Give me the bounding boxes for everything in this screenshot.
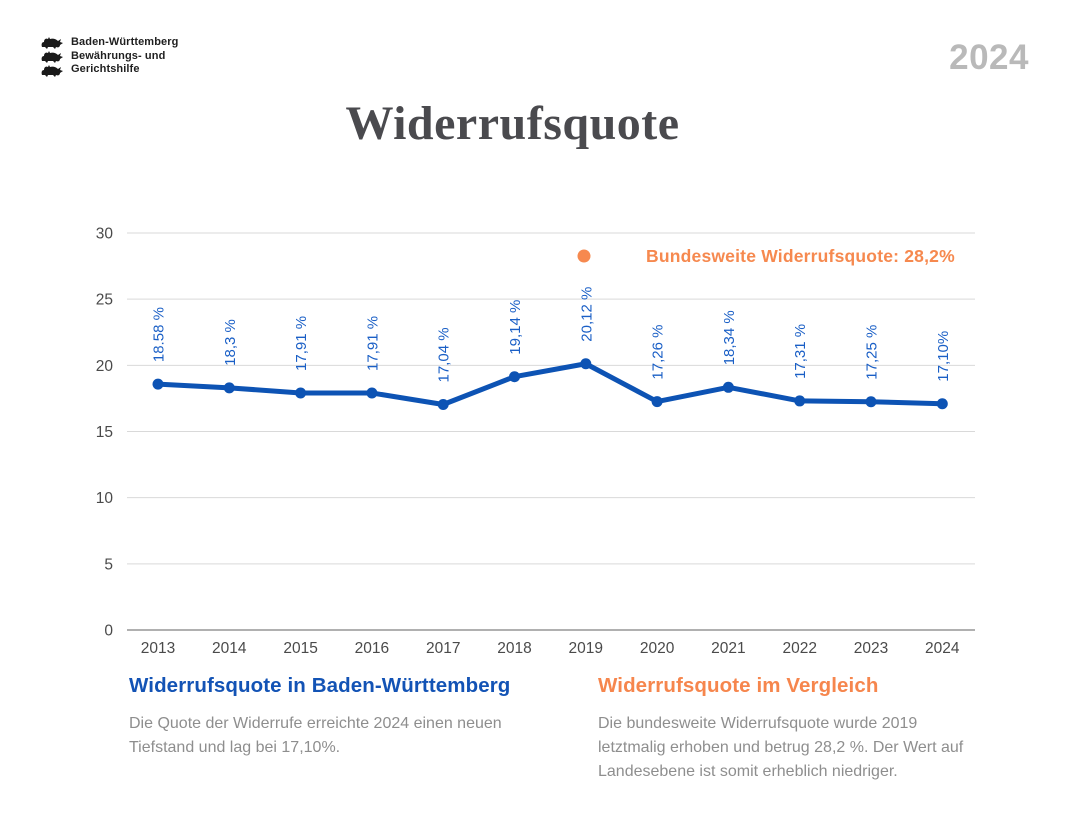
- x-tick-label: 2014: [212, 640, 247, 657]
- bw-logo: Baden-Württemberg Bewährungs- und Gerich…: [40, 36, 178, 78]
- chart-svg: 0 5 10 15 20 25 30 2013 2014 2015 2016 2017 2018 2019…: [96, 226, 975, 657]
- data-point-label: 18.58 %: [151, 307, 168, 362]
- x-tick-label: 2013: [141, 640, 175, 657]
- data-point-label: 17,04 %: [436, 327, 453, 382]
- x-tick-label: 2019: [569, 640, 603, 657]
- logo-text: Baden-Württemberg Bewährungs- und Gerich…: [71, 36, 178, 77]
- section-baden-wuerttemberg: Widerrufsquote in Baden-Württemberg Die …: [129, 674, 569, 760]
- data-point-label: 20,12 %: [578, 287, 595, 342]
- data-point-label: 17,10%: [935, 331, 952, 382]
- data-point-label: 17,25 %: [864, 325, 881, 380]
- x-tick-label: 2022: [782, 640, 816, 657]
- lion-icon: [41, 37, 63, 49]
- data-point: [794, 395, 806, 407]
- section-heading-left: Widerrufsquote in Baden-Württemberg: [129, 674, 511, 697]
- data-point: [437, 399, 449, 411]
- data-point-label: 17,26 %: [650, 325, 667, 380]
- lion-icon: [41, 65, 63, 77]
- data-point: [366, 387, 378, 399]
- data-point: [722, 381, 734, 393]
- data-point: [509, 371, 520, 383]
- data-point: [651, 396, 663, 408]
- x-tick-label: 2024: [925, 640, 960, 657]
- y-tick-label: 30: [96, 226, 114, 243]
- data-point-label: 17,91 %: [364, 316, 381, 371]
- x-tick-label: 2017: [426, 640, 460, 657]
- widerrufsquote-line-chart: 0 5 10 15 20 25 30 2013 2014 2015 2016 2017 2018 2019…: [0, 215, 1065, 675]
- data-point: [865, 396, 877, 408]
- logo-text-line: Bewährungs- und: [71, 49, 166, 62]
- section-vergleich: Widerrufsquote im Vergleich Die bundeswe…: [598, 674, 1038, 784]
- data-point-label: 17,31 %: [792, 324, 809, 379]
- data-point-label: 19,14 %: [507, 300, 524, 355]
- y-tick-label: 20: [96, 358, 114, 375]
- data-point-label: 18,34 %: [721, 310, 738, 365]
- y-tick-label: 15: [96, 424, 113, 441]
- section-body-left: Die Quote der Widerrufe erreichte 2024 e…: [129, 715, 502, 756]
- data-point: [580, 358, 592, 370]
- page-title: Widerrufsquote: [345, 97, 680, 150]
- logo-text-line: Gerichtshilfe: [71, 63, 140, 75]
- x-tick-label: 2020: [640, 640, 675, 657]
- data-point: [223, 382, 235, 394]
- x-tick-label: 2018: [497, 640, 531, 657]
- lion-icon: [41, 51, 63, 63]
- x-tick-label: 2016: [355, 640, 389, 657]
- data-point: [152, 378, 164, 390]
- bw-coat-of-arms-lions: [40, 37, 64, 78]
- legend-dot: [577, 249, 591, 263]
- y-tick-label: 0: [104, 623, 113, 640]
- x-tick-label: 2021: [711, 640, 745, 657]
- data-point: [295, 387, 307, 399]
- year-badge: 2024: [949, 38, 1029, 77]
- data-point: [936, 398, 948, 410]
- section-body-right: Die bundesweite Widerrufsquote wurde 201…: [598, 715, 964, 780]
- x-tick-label: 2023: [854, 640, 888, 657]
- logo-text-line: Baden-Württemberg: [71, 36, 179, 48]
- legend-label: Bundesweite Widerrufsquote: 28,2%: [646, 246, 955, 266]
- data-point-label: 17,91 %: [293, 316, 310, 371]
- section-heading-right: Widerrufsquote im Vergleich: [598, 674, 879, 697]
- y-tick-label: 10: [96, 490, 114, 507]
- y-tick-label: 5: [104, 556, 113, 573]
- data-point-label: 18,3 %: [222, 319, 239, 366]
- trend-line: [155, 361, 945, 408]
- y-tick-label: 25: [96, 292, 113, 309]
- x-tick-label: 2015: [283, 640, 317, 657]
